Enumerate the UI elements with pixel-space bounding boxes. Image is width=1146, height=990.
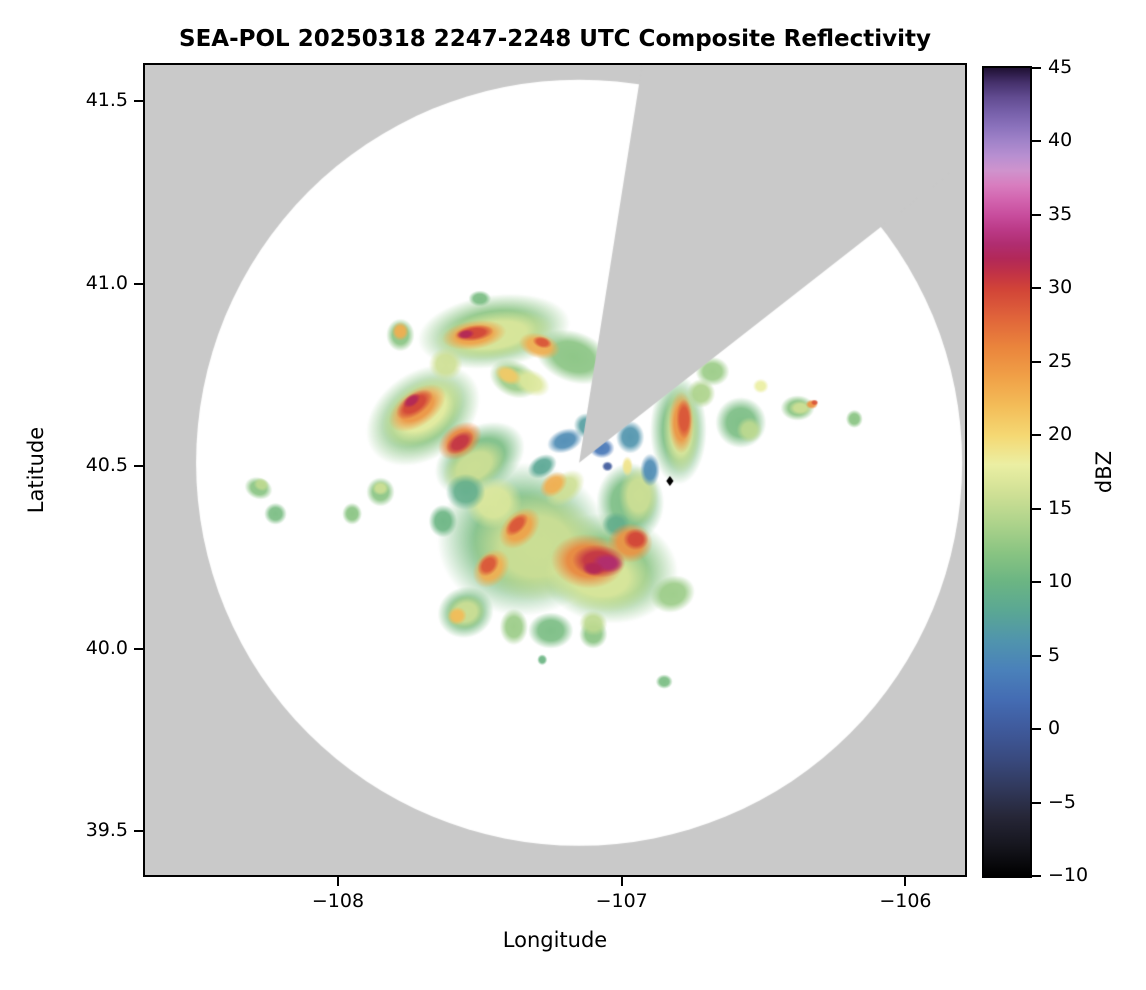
colorbar-tick-label: 15 [1048, 496, 1073, 519]
colorbar-tick-label: −10 [1048, 864, 1089, 886]
colorbar-tick-label: 30 [1048, 276, 1073, 299]
x-tick-mark [336, 877, 339, 886]
colorbar-tick-mark [1032, 287, 1041, 290]
colorbar-tick-label: 20 [1048, 423, 1073, 446]
colorbar-tick-mark [1032, 875, 1041, 877]
y-tick-mark [134, 100, 143, 103]
colorbar-tick-mark [1032, 213, 1041, 216]
colorbar-tick-mark [1032, 728, 1041, 731]
colorbar-tick-mark [1032, 581, 1041, 584]
colorbar-tick-label: 0 [1048, 717, 1061, 740]
y-tick-mark [134, 465, 143, 468]
colorbar-tick-label: 35 [1048, 202, 1073, 225]
colorbar-tick-label: −5 [1048, 790, 1077, 813]
chart-title: SEA-POL 20250318 2247-2248 UTC Composite… [179, 26, 931, 52]
colorbar-tick-label: 45 [1048, 56, 1073, 78]
x-tick-label: −108 [311, 890, 365, 912]
y-tick-mark [134, 647, 143, 650]
colorbar-gradient [984, 68, 1030, 876]
colorbar-label: dBZ [1092, 450, 1116, 494]
y-tick-label: 41.0 [85, 271, 128, 294]
x-axis-label: Longitude [502, 928, 608, 952]
colorbar-tick-mark [1032, 507, 1041, 510]
colorbar-tick-label: 10 [1048, 570, 1073, 593]
y-tick-mark [134, 282, 143, 285]
colorbar-tick-mark [1032, 654, 1041, 657]
colorbar-tick-label: 40 [1048, 129, 1073, 152]
colorbar-tick-mark [1032, 801, 1041, 804]
colorbar-tick-label: 25 [1048, 349, 1073, 372]
colorbar-tick-mark [1032, 140, 1041, 143]
y-tick-label: 41.5 [85, 89, 128, 112]
x-tick-mark [904, 877, 907, 886]
y-axis-label: Latitude [24, 426, 48, 514]
y-tick-mark [134, 830, 143, 833]
radar-reflectivity-canvas [145, 65, 965, 875]
colorbar-tick-mark [1032, 434, 1041, 437]
x-tick-mark [620, 877, 623, 886]
y-tick-label: 40.5 [85, 454, 128, 477]
colorbar-tick-mark [1032, 360, 1041, 363]
y-tick-label: 40.0 [85, 636, 128, 659]
colorbar-tick-mark [1032, 67, 1041, 69]
colorbar-tick-label: 5 [1048, 643, 1061, 666]
x-tick-label: −107 [595, 890, 648, 912]
y-tick-label: 39.5 [85, 819, 128, 842]
x-tick-label: −106 [879, 890, 932, 912]
